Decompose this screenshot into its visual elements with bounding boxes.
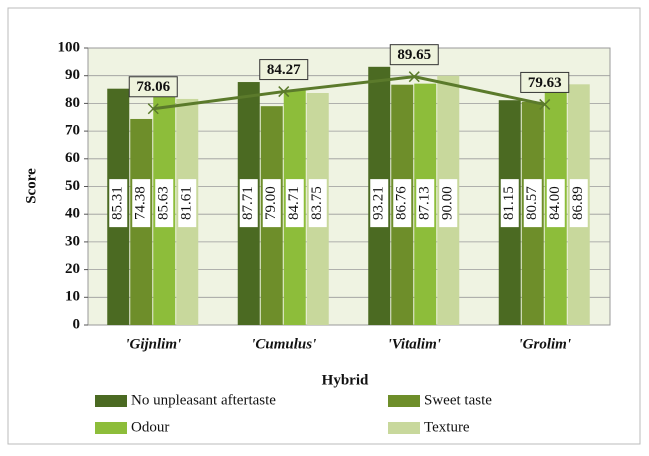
value-label: 90.00 <box>440 186 456 220</box>
y-tick-label: 70 <box>65 123 80 139</box>
line-marker <box>539 98 551 110</box>
line-marker <box>147 103 159 115</box>
legend-label: Texture <box>424 419 470 435</box>
value-label-box <box>439 179 458 228</box>
x-axis-label: Hybrid <box>322 372 369 388</box>
x-tick-label: 'Grolim' <box>518 336 571 352</box>
value-label: 84.71 <box>286 186 302 220</box>
average-line <box>153 75 546 111</box>
legend-label: Odour <box>131 419 169 435</box>
value-label: 87.13 <box>417 186 433 220</box>
legend-swatch <box>95 395 127 407</box>
legend-swatch <box>388 422 420 434</box>
value-label: 85.31 <box>110 186 126 220</box>
line-label-box <box>520 71 570 93</box>
value-label-box <box>262 179 281 228</box>
y-tick-label: 60 <box>65 150 80 166</box>
line-marker <box>408 71 420 83</box>
value-label: 83.75 <box>309 186 325 220</box>
legend-swatch <box>95 422 127 434</box>
line-label-box <box>128 76 178 98</box>
line-label: 79.63 <box>528 75 562 91</box>
value-label: 74.38 <box>133 186 149 220</box>
y-tick-label: 40 <box>65 206 80 222</box>
value-label: 84.00 <box>547 186 563 220</box>
x-tick-label: 'Cumulus' <box>251 336 316 352</box>
value-label: 86.89 <box>570 186 586 220</box>
y-tick-label: 10 <box>65 289 80 305</box>
y-tick-label: 0 <box>73 316 81 332</box>
value-label-box <box>416 179 435 228</box>
value-label: 93.21 <box>371 186 387 220</box>
value-label: 87.71 <box>240 186 256 220</box>
value-label-box <box>569 179 588 228</box>
y-tick-label: 90 <box>65 67 80 83</box>
x-tick-label: 'Gijnlim' <box>125 336 181 352</box>
legend-swatch <box>388 395 420 407</box>
value-label-box <box>155 179 174 228</box>
legend-label: No unpleasant aftertaste <box>131 392 276 408</box>
y-tick-label: 20 <box>65 261 80 277</box>
value-label-box <box>393 179 412 228</box>
legend-label: Sweet taste <box>424 392 492 408</box>
value-label-box <box>132 179 151 228</box>
line-label-box <box>389 44 439 66</box>
value-label-box <box>109 179 128 228</box>
x-tick-label: 'Vitalim' <box>388 336 441 352</box>
value-label: 86.76 <box>394 186 410 220</box>
value-label: 81.61 <box>179 186 195 220</box>
line-marker <box>278 86 290 98</box>
value-label-box <box>370 179 389 228</box>
value-label-box <box>239 179 258 228</box>
line-label: 89.65 <box>397 47 431 63</box>
value-label-box <box>178 179 197 228</box>
frame <box>7 7 641 445</box>
value-label-box <box>500 179 519 228</box>
line-label: 84.27 <box>267 62 301 78</box>
y-tick-label: 100 <box>58 39 81 55</box>
y-tick-label: 50 <box>65 178 80 194</box>
y-axis-label: Score <box>23 168 39 204</box>
y-tick-label: 30 <box>65 233 80 249</box>
y-tick-label: 80 <box>65 95 80 111</box>
line-label-box <box>259 59 309 81</box>
value-label: 85.63 <box>156 186 172 220</box>
value-label-box <box>523 179 542 228</box>
value-label: 79.00 <box>263 186 279 220</box>
value-label: 81.15 <box>501 186 517 220</box>
value-label-box <box>546 179 565 228</box>
value-label: 80.57 <box>524 186 540 220</box>
value-label-box <box>285 179 304 228</box>
value-label-box <box>308 179 327 228</box>
line-label: 78.06 <box>136 79 170 95</box>
